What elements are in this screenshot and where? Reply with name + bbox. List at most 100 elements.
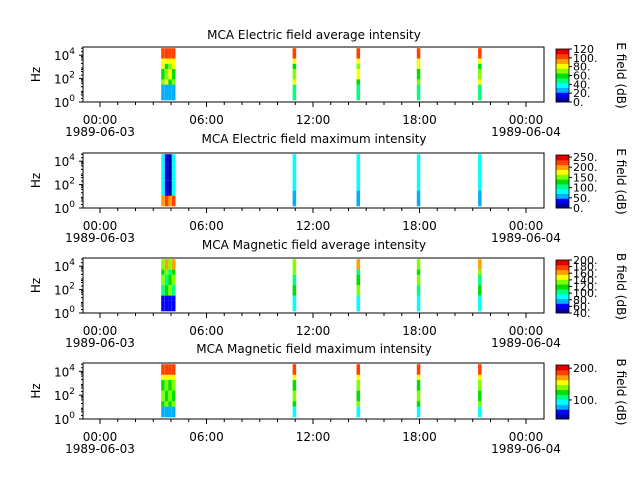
spectrogram-cell <box>478 396 482 402</box>
spectrogram-cell <box>161 390 165 397</box>
spectrogram-cell <box>478 175 482 181</box>
colorbar-label: E field (dB) <box>614 148 628 214</box>
spectrogram-cell <box>416 306 421 312</box>
spectrogram-cell <box>416 164 421 170</box>
spectrogram-cell <box>356 280 361 286</box>
spectrogram-cell <box>161 300 165 307</box>
spectrogram-cell <box>164 401 169 407</box>
spectrogram-cell <box>292 374 297 381</box>
spectrogram-cell <box>164 48 169 54</box>
colorbar-segment <box>556 179 569 185</box>
spectrogram-cell <box>168 201 172 207</box>
spectrogram-cell <box>292 385 297 391</box>
colorbar-segment <box>556 384 569 390</box>
spectrogram-cell <box>168 264 172 270</box>
spectrogram-cell <box>292 195 297 202</box>
spectrogram-cell <box>164 95 169 101</box>
y-tick-label: 104 <box>54 153 75 169</box>
spectrogram-cell <box>478 201 482 207</box>
spectrogram-cell <box>292 280 297 286</box>
colorbar-tick-label: 80. <box>573 294 591 307</box>
spectrogram-cell <box>168 374 172 381</box>
colorbar-tick-label: 250. <box>573 151 598 164</box>
colorbar-tick-label: 150. <box>573 171 598 184</box>
spectrogram-cell <box>171 380 176 386</box>
spectrogram-cell <box>164 390 169 397</box>
panel-title: MCA Magnetic field average intensity <box>202 238 426 252</box>
panel-2: MCA Electric field maximum intensity 100 1… <box>29 132 628 245</box>
y-tick-label: 102 <box>54 177 75 193</box>
spectrogram-cell <box>164 264 169 270</box>
spectrogram-cell <box>161 154 165 160</box>
spectrogram-cell <box>416 264 421 270</box>
spectrogram-cell <box>478 89 482 96</box>
spectrogram-cell <box>171 306 176 312</box>
spectrogram-cell <box>161 396 165 402</box>
spectrogram-cell <box>168 79 172 85</box>
spectrogram-cell <box>292 364 297 370</box>
spectrogram-cell <box>164 84 169 90</box>
spectrogram-cell <box>168 285 172 291</box>
colorbar-segment <box>556 303 569 309</box>
spectrogram-cell <box>164 300 169 307</box>
spectrogram-cell <box>161 79 165 85</box>
spectrogram-cell <box>356 380 361 386</box>
spectrogram-cell <box>161 69 165 75</box>
spectrogram-cell <box>161 306 165 312</box>
colorbar-segment <box>556 293 569 299</box>
spectrogram-cell <box>171 259 176 265</box>
spectrogram-cell <box>292 290 297 296</box>
spectrogram-cell <box>171 369 176 375</box>
spectrogram-cell <box>356 259 361 265</box>
x-date-label: 1989-06-03 <box>65 231 135 245</box>
spectrogram-cell <box>416 285 421 291</box>
spectrogram-cell <box>161 185 165 191</box>
spectrogram-cell <box>171 180 176 186</box>
spectrogram-cell <box>164 154 169 160</box>
spectrogram-cell <box>161 295 165 301</box>
x-date-label: 1989-06-04 <box>491 442 561 456</box>
spectrogram-cell <box>164 411 169 418</box>
spectrogram-cell <box>356 185 361 191</box>
spectrogram-cell <box>171 280 176 286</box>
spectrogram-cell <box>171 411 176 418</box>
y-tick-label: 100 <box>54 94 75 110</box>
colorbar-segment <box>556 269 569 275</box>
colorbar-segment <box>556 183 569 190</box>
spectrogram-cell <box>356 406 361 412</box>
spectrogram-cell <box>356 190 361 196</box>
panel-title: MCA Electric field maximum intensity <box>201 132 426 146</box>
spectrogram-cell <box>168 295 172 301</box>
spectrogram-cell <box>168 385 172 391</box>
spectrogram-cell <box>164 406 169 412</box>
x-tick-label: 00:00 <box>83 113 118 127</box>
spectrogram-cell <box>161 89 165 96</box>
y-axis-label: Hz <box>29 278 43 293</box>
spectrogram-cell <box>168 175 172 181</box>
spectrogram-cell <box>356 290 361 296</box>
spectrogram-cell <box>292 295 297 301</box>
spectrogram-cell <box>478 264 482 270</box>
spectrogram-cell <box>478 306 482 312</box>
spectrogram-cell <box>478 374 482 381</box>
axes-frame <box>82 362 545 420</box>
spectrogram-cell <box>164 369 169 375</box>
spectrogram-cell <box>416 290 421 296</box>
spectrogram-cell <box>161 380 165 386</box>
x-date-label: 1989-06-04 <box>491 125 561 139</box>
spectrogram-cell <box>171 69 176 75</box>
spectrogram-cell <box>168 364 172 370</box>
spectrogram-cell <box>292 159 297 165</box>
spectrogram-cell <box>292 164 297 170</box>
colorbar-segment <box>556 369 569 376</box>
colorbar-segment <box>556 53 569 60</box>
spectrogram-cell <box>171 195 176 202</box>
colorbar-tick-label: 100. <box>573 182 598 195</box>
spectrogram-cell <box>292 69 297 75</box>
spectrogram-cell <box>164 53 169 59</box>
spectrogram-cell <box>478 406 482 412</box>
spectrogram-cell <box>164 159 169 165</box>
axes-frame <box>82 46 545 103</box>
spectrogram-cell <box>292 74 297 80</box>
